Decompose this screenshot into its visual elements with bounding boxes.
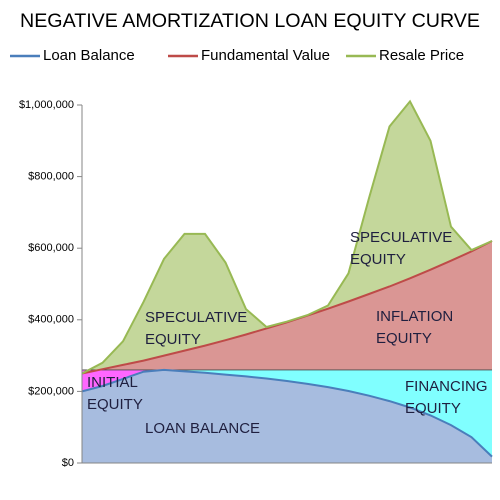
annotation: FINANCING: [405, 378, 488, 395]
annotation: INFLATION: [376, 308, 453, 325]
y-tick-label: $1,000,000: [19, 99, 74, 111]
annotation: EQUITY: [350, 251, 406, 268]
y-tick-label: $800,000: [28, 171, 74, 183]
annotation: SPECULATIVE: [145, 309, 247, 326]
legend-label: Resale Price: [379, 47, 464, 64]
annotation: INITIAL: [87, 374, 138, 391]
y-tick-label: $400,000: [28, 314, 74, 326]
series-line: [81, 99, 493, 375]
annotation: EQUITY: [145, 331, 201, 348]
loan-area: [82, 369, 492, 463]
annotation: SPECULATIVE: [350, 229, 452, 246]
legend-label: Loan Balance: [43, 47, 135, 64]
annotation: LOAN BALANCE: [145, 420, 260, 437]
y-tick-label: $0: [62, 457, 74, 469]
series-line: [81, 368, 493, 458]
annotation: EQUITY: [87, 396, 143, 413]
legend-label: Fundamental Value: [201, 47, 330, 64]
annotation: EQUITY: [405, 400, 461, 417]
chart-title: NEGATIVE AMORTIZATION LOAN EQUITY CURVE: [20, 11, 480, 32]
y-tick-label: $600,000: [28, 242, 74, 254]
annotation: EQUITY: [376, 330, 432, 347]
y-tick-label: $200,000: [28, 385, 74, 397]
